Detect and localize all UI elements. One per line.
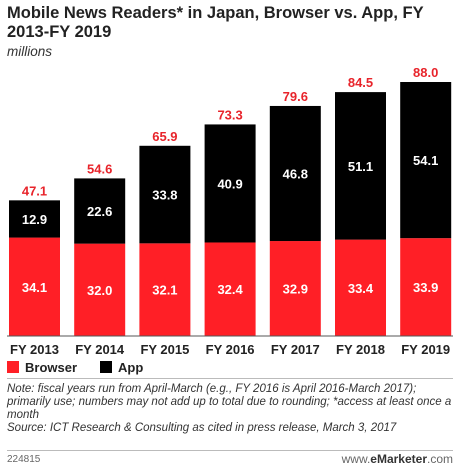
data-label-browser: 34.1 — [22, 280, 47, 295]
data-label-app: 46.8 — [283, 166, 308, 181]
footer-divider-bottom — [7, 450, 453, 451]
data-label-app: 51.1 — [348, 159, 373, 174]
data-label-browser: 32.0 — [87, 283, 112, 298]
x-tick-label: FY 2019 — [401, 342, 450, 357]
x-tick-label: FY 2015 — [140, 342, 189, 357]
data-label-total: 47.1 — [22, 183, 47, 198]
chart-subtitle: millions — [7, 44, 53, 59]
data-label-browser: 32.9 — [283, 282, 308, 297]
footer-divider-top — [7, 378, 453, 379]
data-label-total: 73.3 — [217, 107, 242, 122]
data-label-app: 33.8 — [152, 188, 177, 203]
data-label-total: 79.6 — [283, 89, 308, 104]
data-label-total: 54.6 — [87, 161, 112, 176]
chart-id: 224815 — [7, 454, 41, 465]
legend-label-browser: Browser — [25, 360, 78, 375]
bar-app — [204, 124, 256, 243]
bar-app — [74, 178, 126, 244]
bar-app — [139, 145, 191, 244]
bar-browser — [269, 241, 321, 336]
data-label-browser: 32.1 — [152, 283, 177, 298]
bar-app — [9, 200, 60, 238]
bar-browser — [204, 242, 256, 336]
legend-item-app: App — [100, 360, 143, 375]
bar-app — [269, 105, 321, 242]
x-tick-label: FY 2013 — [10, 342, 59, 357]
data-label-browser: 33.9 — [413, 280, 438, 295]
legend-label-app: App — [118, 360, 144, 375]
data-label-browser: 32.4 — [217, 282, 243, 297]
brand-logo: www.eMarketer.com — [341, 452, 453, 466]
x-tick-label: FY 2016 — [206, 342, 255, 357]
chart-source: Source: ICT Research & Consulting as cit… — [7, 422, 397, 434]
x-tick-label: FY 2017 — [271, 342, 320, 357]
bar-browser — [400, 238, 452, 336]
bar-app — [400, 82, 452, 239]
data-label-total: 84.5 — [348, 75, 373, 90]
x-tick-label: FY 2018 — [336, 342, 385, 357]
legend-item-browser: Browser — [7, 360, 77, 375]
bar-browser — [335, 239, 386, 336]
data-label-browser: 33.4 — [348, 281, 374, 296]
chart-title: Mobile News Readers* in Japan, Browser v… — [7, 4, 424, 41]
data-label-app: 40.9 — [217, 176, 242, 191]
chart-note: Note: fiscal years run from April-March … — [7, 383, 452, 421]
stacked-bar-chart: 34.1 12.9 47.1 FY 2013 32.0 22.6 54.6 FY 2014 32… — [7, 65, 453, 357]
legend-swatch-app — [100, 361, 112, 373]
data-label-app: 54.1 — [413, 153, 438, 168]
bar-browser — [139, 243, 191, 336]
chart-footnote: Note: fiscal years run from April-March … — [7, 383, 453, 435]
x-tick-label: FY 2014 — [75, 342, 125, 357]
data-label-total: 65.9 — [152, 129, 177, 144]
data-label-app: 22.6 — [87, 204, 112, 219]
data-label-total: 88.0 — [413, 65, 438, 80]
bar-browser — [74, 243, 126, 336]
bar-app — [335, 92, 386, 240]
data-label-app: 12.9 — [22, 212, 47, 227]
bar-browser — [9, 237, 60, 336]
legend-swatch-browser — [7, 361, 19, 373]
